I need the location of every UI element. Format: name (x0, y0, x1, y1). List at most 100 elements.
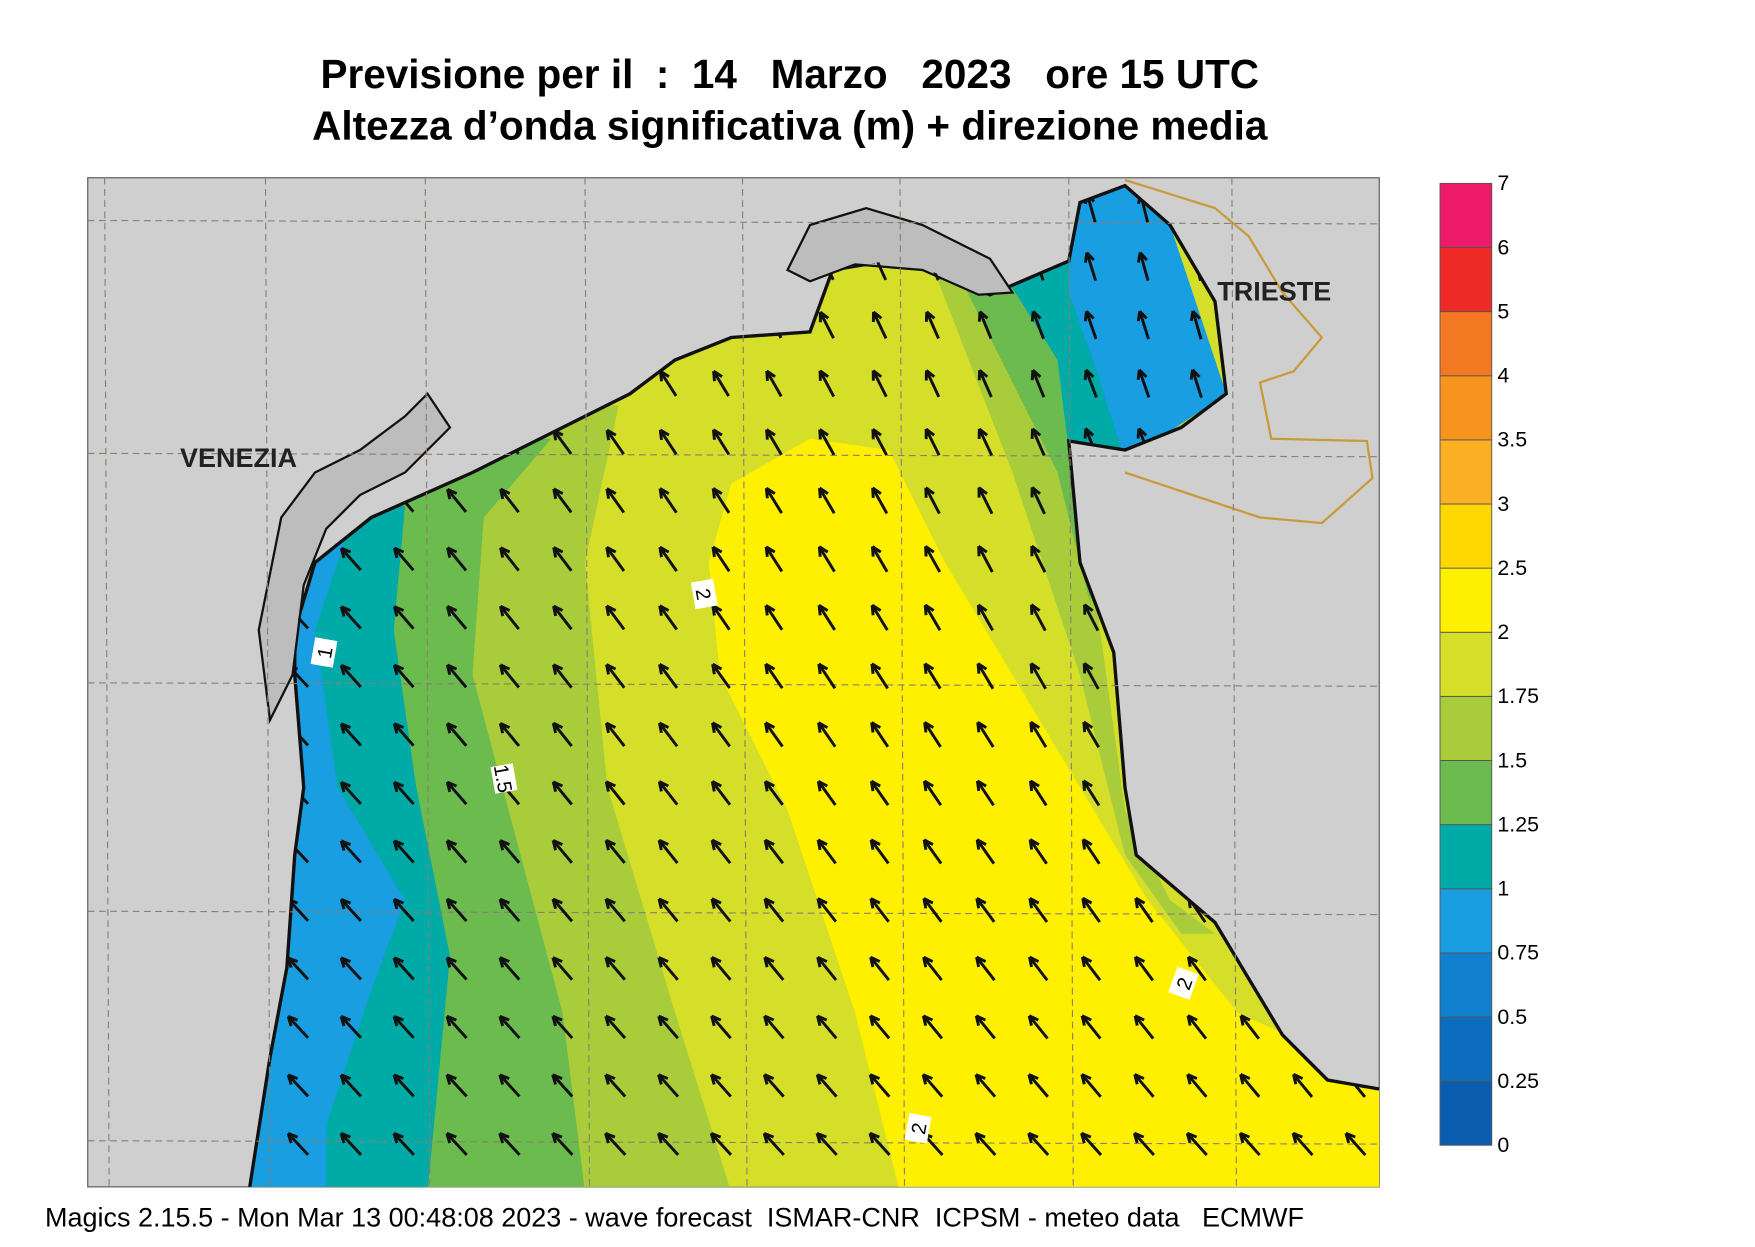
colorbar-label: 6 (1497, 235, 1509, 259)
arrow (392, 722, 415, 747)
arrow (710, 1014, 732, 1040)
arrow (604, 1014, 627, 1040)
arrow (552, 604, 573, 631)
grid-line (87, 910, 1380, 916)
arrow (286, 1015, 310, 1039)
colorbar-label: 1 (1497, 877, 1509, 901)
arrow (551, 780, 573, 806)
arrow (922, 779, 943, 807)
arrow (392, 663, 415, 689)
arrow (445, 1073, 468, 1098)
arrow (1030, 544, 1047, 573)
arrow (711, 487, 731, 514)
label-box (1168, 966, 1199, 1000)
arrow (446, 546, 468, 572)
arrow (605, 604, 626, 631)
arrow (1239, 1073, 1261, 1098)
arrow (1082, 662, 1100, 690)
arrow (286, 1132, 310, 1156)
arrow (974, 1014, 996, 1040)
arrow (868, 1131, 891, 1156)
arrow (339, 722, 362, 747)
grid-line (87, 1140, 1380, 1145)
arrow (604, 1073, 627, 1098)
arrow (392, 1014, 415, 1039)
arrow (765, 369, 783, 398)
arrow (499, 604, 520, 630)
arrow (286, 1073, 310, 1098)
arrow (339, 1073, 363, 1098)
arrow (816, 1014, 838, 1040)
place-label: VENEZIA (180, 443, 297, 473)
arrow (392, 897, 415, 922)
arrow (1030, 368, 1046, 398)
arrow (339, 897, 362, 922)
subtitle: Altezza d’onda significativa (m) + direz… (312, 103, 1268, 149)
arrow (763, 838, 785, 865)
arrow (764, 721, 784, 748)
arrow (924, 310, 940, 340)
colorbar-label: 0.75 (1497, 941, 1539, 965)
arrow (1133, 1073, 1155, 1098)
arrow (977, 369, 993, 398)
colorbar-label: 1.75 (1497, 684, 1539, 708)
colorbar-label: 5 (1497, 299, 1509, 323)
arrow (711, 604, 731, 631)
colorbar-band (1439, 182, 1493, 248)
arrow (445, 780, 468, 806)
arrow (818, 369, 836, 398)
arrow (552, 429, 573, 455)
arrow (923, 721, 942, 748)
arrow (1081, 838, 1101, 865)
colorbar-label: 3.5 (1497, 428, 1527, 452)
arrow (817, 604, 836, 631)
arrow (445, 1132, 468, 1156)
arrow (1136, 368, 1151, 398)
arrow (1082, 779, 1101, 807)
arrow (817, 545, 836, 573)
arrow (604, 721, 626, 748)
arrow (763, 780, 784, 806)
arrow (711, 721, 731, 748)
colorbar-label: 0 (1497, 1133, 1509, 1157)
arrow (871, 428, 888, 456)
arrow (712, 369, 730, 397)
arrow (656, 1131, 680, 1156)
arrow (446, 487, 468, 513)
arrow (924, 369, 941, 398)
arrow (816, 838, 837, 865)
arrow (551, 1073, 574, 1098)
arrow (977, 310, 993, 340)
label-box (310, 637, 338, 668)
wave-field (249, 185, 1380, 1187)
arrow (1185, 1131, 1208, 1157)
arrow (975, 838, 996, 865)
colorbar-label: 1.25 (1497, 812, 1539, 836)
arrow (977, 427, 994, 456)
arrow (818, 428, 836, 456)
arrow (1027, 1131, 1050, 1156)
arrow (498, 1132, 521, 1156)
arrow (764, 486, 783, 514)
arrow (392, 605, 415, 630)
arrow (657, 838, 679, 864)
colorbar-band (1439, 1016, 1493, 1082)
arrow (976, 603, 994, 632)
arrow (1186, 955, 1207, 982)
arrow (552, 546, 573, 572)
arrow (604, 838, 626, 864)
arrow (604, 897, 626, 923)
arrow (604, 1131, 627, 1156)
arrow (1083, 310, 1098, 340)
arrow (339, 839, 362, 864)
arrow (870, 545, 889, 573)
colorbar-band (1439, 1080, 1493, 1146)
arrow (339, 956, 362, 981)
arrow (551, 897, 574, 923)
arrow (657, 956, 679, 981)
arrow (605, 428, 625, 455)
arrow (977, 545, 994, 573)
arrow (711, 545, 731, 573)
arrow (605, 663, 626, 689)
arrow (445, 956, 468, 981)
